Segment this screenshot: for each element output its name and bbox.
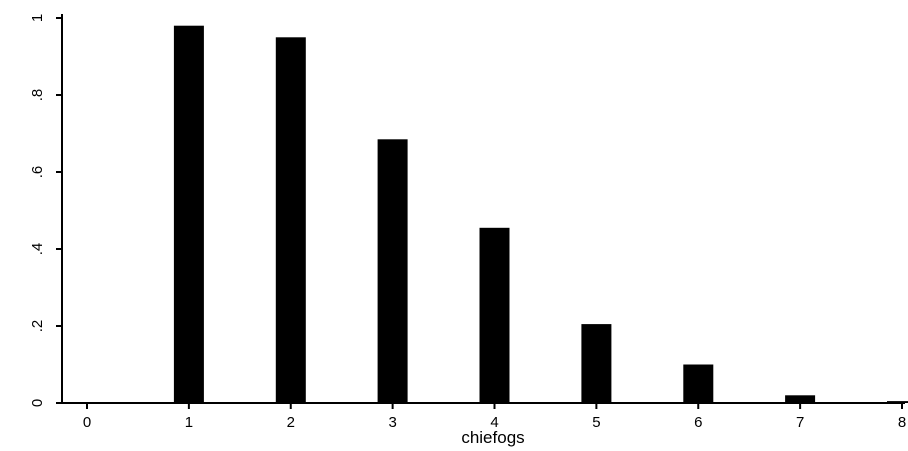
bar-7	[785, 395, 816, 403]
x-tick-label-8: 8	[898, 414, 906, 431]
y-tick-label-5: 1	[29, 14, 46, 22]
bar-1	[173, 25, 204, 403]
x-axis-title: chiefogs	[461, 428, 524, 447]
x-tick-label-3: 3	[388, 414, 396, 431]
bar-6	[683, 364, 714, 403]
y-tick-label-0: 0	[29, 399, 46, 407]
bar-5	[581, 324, 612, 403]
x-tick-label-0: 0	[83, 414, 91, 431]
x-tick-label-7: 7	[796, 414, 804, 431]
y-tick-label-3: .6	[29, 166, 46, 179]
bar-3	[377, 139, 408, 404]
x-tick-label-2: 2	[287, 414, 295, 431]
bar-4	[479, 227, 510, 403]
y-tick-label-2: .4	[29, 243, 46, 256]
x-tick-label-1: 1	[185, 414, 193, 431]
x-tick-label-5: 5	[592, 414, 600, 431]
y-ticks-group: 0 .2 .4 .6 .8 1	[29, 14, 62, 407]
bars-group	[173, 25, 908, 404]
x-ticks-group: 0 1 2 3 4 5 6 7 8	[83, 403, 906, 431]
x-tick-label-4: 4	[490, 414, 498, 431]
y-tick-label-4: .8	[29, 89, 46, 102]
bar-2	[275, 37, 306, 404]
x-tick-label-6: 6	[694, 414, 702, 431]
y-tick-label-1: .2	[29, 320, 46, 333]
